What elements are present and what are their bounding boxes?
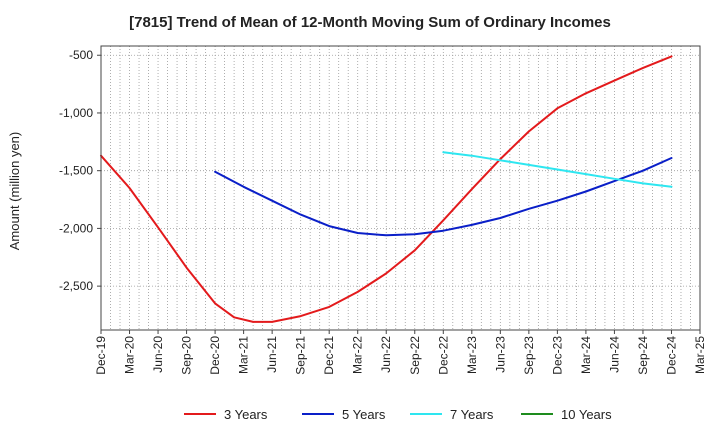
x-tick-label: Dec-23 xyxy=(550,336,564,375)
x-tick-label: Sep-24 xyxy=(636,336,650,375)
plot-area: -500 -1,000 -1,500 -2,000 -2,500 Dec-19 Mar-20… xyxy=(59,45,707,375)
x-tick-label: Dec-20 xyxy=(208,336,222,375)
x-tick-label: Mar-23 xyxy=(465,336,479,374)
x-tick-label: Sep-23 xyxy=(522,336,536,375)
x-tick-label: Dec-19 xyxy=(94,336,108,375)
x-tick-label: Dec-24 xyxy=(664,336,678,375)
legend-label-7-years: 7 Years xyxy=(450,407,494,422)
x-tick-label: Jun-22 xyxy=(379,336,393,373)
x-tick-label: Jun-20 xyxy=(151,336,165,373)
x-tick-label: Mar-24 xyxy=(579,336,593,374)
chart-title: [7815] Trend of Mean of 12-Month Moving … xyxy=(129,14,611,31)
x-tick-label: Sep-22 xyxy=(408,336,422,375)
x-tick-label: Mar-22 xyxy=(351,336,365,374)
series-line-7-years xyxy=(442,151,673,188)
legend-label-10-years: 10 Years xyxy=(561,407,612,422)
x-tick-label: Mar-25 xyxy=(693,336,707,374)
y-tick-label: -1,000 xyxy=(59,106,93,120)
plot-background xyxy=(101,46,700,330)
series-line-3-years xyxy=(100,55,673,323)
plot-frame xyxy=(100,45,701,331)
y-tick-label: -2,000 xyxy=(59,221,93,235)
legend-label-3-years: 3 Years xyxy=(224,407,268,422)
y-tick-label: -2,500 xyxy=(59,279,93,293)
x-tick-label: Mar-21 xyxy=(237,336,251,374)
y-tick-label: -500 xyxy=(69,48,93,62)
x-tick-label: Jun-24 xyxy=(607,336,621,373)
x-tick-label: Jun-21 xyxy=(265,336,279,373)
x-tick-label: Sep-21 xyxy=(294,336,308,375)
legend-label-5-years: 5 Years xyxy=(342,407,386,422)
x-tick-label: Jun-23 xyxy=(493,336,507,373)
legend: 3 Years 5 Years 7 Years 10 Years xyxy=(184,407,612,422)
y-tick-label: -1,500 xyxy=(59,164,93,178)
x-tick-label: Dec-21 xyxy=(322,336,336,375)
x-tick-label: Dec-22 xyxy=(436,336,450,375)
y-axis-label: Amount (million yen) xyxy=(7,132,22,251)
series-line-5-years xyxy=(214,157,673,237)
x-tick-label: Mar-20 xyxy=(123,336,137,374)
x-tick-label: Sep-20 xyxy=(180,336,194,375)
